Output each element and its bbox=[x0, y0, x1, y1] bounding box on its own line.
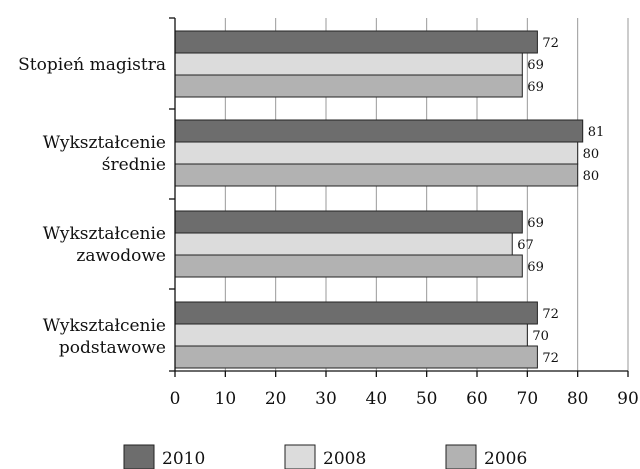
data-label-2006-4: 72 bbox=[542, 351, 559, 366]
legend-swatch-2008 bbox=[284, 444, 316, 469]
bar-2010-1 bbox=[174, 30, 538, 54]
data-label-2008-2: 80 bbox=[583, 147, 600, 162]
legend-label-2008: 2008 bbox=[323, 449, 366, 469]
legend-swatch-2006 bbox=[445, 444, 477, 469]
bar-2008-4 bbox=[174, 323, 528, 347]
data-label-2010-3: 69 bbox=[527, 216, 544, 231]
category-label-4-line-1: Wykształcenie bbox=[43, 316, 166, 336]
data-label-2010-1: 72 bbox=[542, 36, 559, 51]
bar-2008-2 bbox=[174, 141, 579, 165]
axes bbox=[169, 17, 629, 377]
data-label-2008-4: 70 bbox=[532, 329, 549, 344]
category-label-1-line-1: Stopień magistra bbox=[18, 55, 166, 75]
bar-2006-3 bbox=[174, 254, 523, 278]
bar-2006-2 bbox=[174, 163, 579, 187]
data-label-2008-3: 67 bbox=[517, 238, 534, 253]
bar-2008-3 bbox=[174, 232, 513, 256]
x-tick-label-0: 0 bbox=[170, 389, 181, 409]
x-tick-label-80: 80 bbox=[567, 389, 589, 409]
data-labels: 72 81 69 72 69 80 67 70 69 80 69 72 bbox=[517, 36, 604, 366]
category-label-3-line-2: zawodowe bbox=[76, 246, 166, 266]
data-label-2006-1: 69 bbox=[527, 80, 544, 95]
legend-label-2006: 2006 bbox=[484, 449, 527, 469]
x-tick-label-90: 90 bbox=[617, 389, 639, 409]
x-tick-labels: 0 10 20 30 40 50 60 70 80 90 bbox=[170, 389, 639, 409]
x-tick-label-70: 70 bbox=[517, 389, 539, 409]
data-label-2010-2: 81 bbox=[588, 125, 605, 140]
data-label-2006-2: 80 bbox=[583, 169, 600, 184]
bar-2010-3 bbox=[174, 210, 523, 234]
category-labels: Stopień magistraWykształcenieśrednieWyks… bbox=[18, 55, 166, 358]
legend-swatch-2010 bbox=[123, 444, 155, 469]
x-tick-label-50: 50 bbox=[416, 389, 438, 409]
data-label-2006-3: 69 bbox=[527, 260, 544, 275]
bar-2008-1 bbox=[174, 52, 523, 76]
data-label-2010-4: 72 bbox=[542, 307, 559, 322]
bar-2006-1 bbox=[174, 74, 523, 98]
x-tick-label-10: 10 bbox=[215, 389, 237, 409]
legend-label-2010: 2010 bbox=[162, 449, 205, 469]
category-label-3-line-1: Wykształcenie bbox=[43, 224, 166, 244]
bars bbox=[174, 30, 584, 369]
x-tick-label-20: 20 bbox=[265, 389, 287, 409]
x-tick-label-60: 60 bbox=[466, 389, 488, 409]
bar-2010-2 bbox=[174, 119, 584, 143]
bar-2006-4 bbox=[174, 345, 538, 369]
legend: 2010 2008 2006 bbox=[123, 444, 527, 469]
x-tick-label-30: 30 bbox=[315, 389, 337, 409]
category-label-2-line-2: średnie bbox=[102, 155, 166, 175]
x-tick-label-40: 40 bbox=[366, 389, 388, 409]
category-label-4-line-2: podstawowe bbox=[59, 338, 166, 358]
bar-2010-4 bbox=[174, 301, 538, 325]
category-label-2-line-1: Wykształcenie bbox=[43, 133, 166, 153]
data-label-2008-1: 69 bbox=[527, 58, 544, 73]
